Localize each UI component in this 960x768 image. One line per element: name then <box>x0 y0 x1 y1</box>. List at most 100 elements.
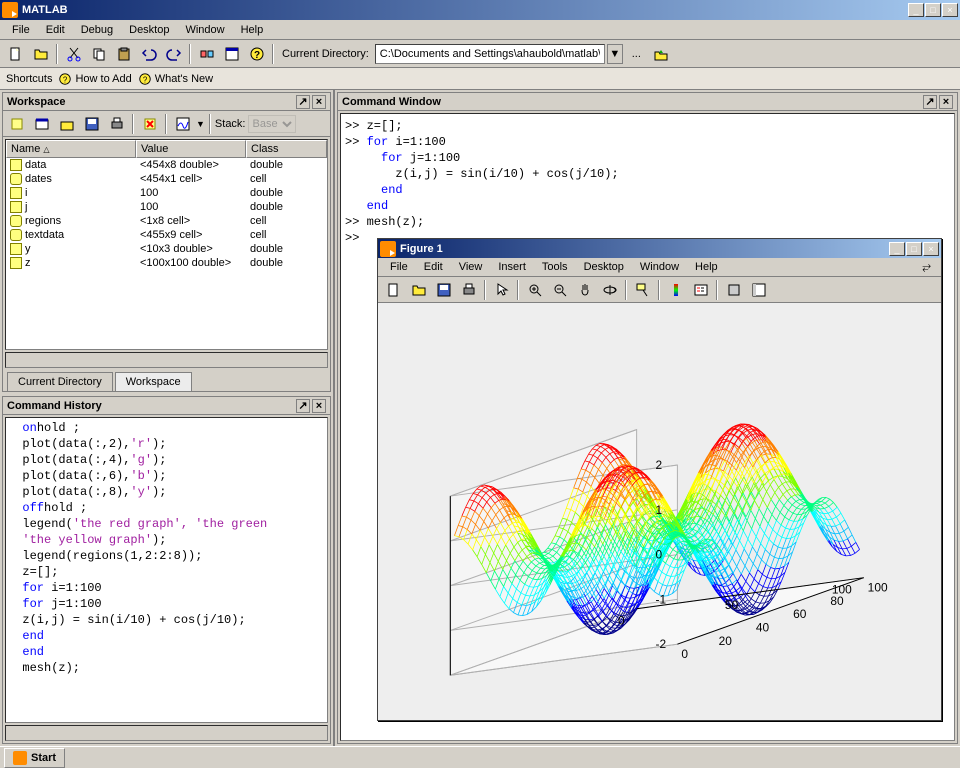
minimize-button[interactable]: _ <box>908 3 924 17</box>
var-class: cell <box>246 214 327 228</box>
paste-icon[interactable] <box>112 43 135 65</box>
fig-menu-help[interactable]: Help <box>687 259 726 275</box>
var-name: z <box>25 257 31 269</box>
undo-icon[interactable] <box>137 43 160 65</box>
menu-desktop[interactable]: Desktop <box>121 22 177 38</box>
fig-menu-insert[interactable]: Insert <box>490 259 534 275</box>
whatsnew-link[interactable]: ?What's New <box>138 72 213 86</box>
workspace-panel: Workspace ↗ × ▼ Stack: Base <box>2 92 331 392</box>
rotate3d-icon[interactable] <box>598 279 621 301</box>
save-ws-icon[interactable] <box>80 113 103 135</box>
fig-print-icon[interactable] <box>457 279 480 301</box>
cut-icon[interactable] <box>62 43 85 65</box>
var-class: cell <box>246 228 327 242</box>
legend-icon[interactable] <box>689 279 712 301</box>
menubar: File Edit Debug Desktop Window Help <box>0 20 960 40</box>
close-button[interactable]: × <box>942 3 958 17</box>
col-class[interactable]: Class <box>246 140 327 158</box>
var-value: 100 <box>136 186 246 200</box>
workspace-row[interactable]: regions<1x8 cell>cell <box>6 214 327 228</box>
fig-menu-desktop[interactable]: Desktop <box>576 259 632 275</box>
colorbar-icon[interactable] <box>664 279 687 301</box>
delete-var-icon[interactable] <box>138 113 161 135</box>
undock-icon[interactable]: ↗ <box>296 399 310 413</box>
workspace-row[interactable]: dates<454x1 cell>cell <box>6 172 327 186</box>
workspace-row[interactable]: data<454x8 double>double <box>6 158 327 172</box>
workspace-row[interactable]: j100double <box>6 200 327 214</box>
menu-edit[interactable]: Edit <box>38 22 73 38</box>
var-icon <box>10 257 22 269</box>
workspace-row[interactable]: textdata<455x9 cell>cell <box>6 228 327 242</box>
var-icon <box>10 187 22 199</box>
howto-add-link[interactable]: ?How to Add <box>58 72 131 86</box>
workspace-row[interactable]: z<100x100 double>double <box>6 256 327 270</box>
hide-tools-icon[interactable] <box>722 279 745 301</box>
fig-maximize-button[interactable]: □ <box>906 242 922 256</box>
menu-window[interactable]: Window <box>177 22 232 38</box>
fig-new-icon[interactable] <box>382 279 405 301</box>
copy-icon[interactable] <box>87 43 110 65</box>
figure-window[interactable]: Figure 1 _ □ × File Edit View Insert Too… <box>377 238 942 721</box>
col-value[interactable]: Value <box>136 140 246 158</box>
main-toolbar: ? Current Directory: ▼ ... <box>0 40 960 68</box>
col-name[interactable]: Name △ <box>6 140 136 158</box>
var-name: i <box>25 187 27 199</box>
workspace-hscroll[interactable] <box>5 352 328 368</box>
undock-icon[interactable]: ↗ <box>296 95 310 109</box>
menu-help[interactable]: Help <box>233 22 272 38</box>
history-body[interactable]: onhold ; plot(data(:,2),'r'); plot(data(… <box>5 417 328 723</box>
maximize-button[interactable]: □ <box>925 3 941 17</box>
open-folder-icon[interactable] <box>29 43 52 65</box>
var-value: <454x1 cell> <box>136 172 246 186</box>
dock-figure-icon[interactable]: ⥂ <box>916 261 937 274</box>
svg-text:?: ? <box>143 75 148 84</box>
history-hscroll[interactable] <box>5 725 328 741</box>
guide-icon[interactable] <box>220 43 243 65</box>
redo-icon[interactable] <box>162 43 185 65</box>
plot-dropdown-icon[interactable]: ▼ <box>196 119 205 129</box>
pan-icon[interactable] <box>573 279 596 301</box>
fig-menu-edit[interactable]: Edit <box>416 259 451 275</box>
dir-dropdown-icon[interactable]: ▼ <box>607 44 623 64</box>
open-var-icon[interactable] <box>30 113 53 135</box>
new-var-icon[interactable] <box>5 113 28 135</box>
up-folder-icon[interactable] <box>650 43 673 65</box>
show-tools-icon[interactable] <box>747 279 770 301</box>
datacursor-icon[interactable] <box>631 279 654 301</box>
pointer-icon[interactable] <box>490 279 513 301</box>
undock-icon[interactable]: ↗ <box>923 95 937 109</box>
start-button[interactable]: Start <box>4 748 65 768</box>
print-icon[interactable] <box>105 113 128 135</box>
figure-menubar: File Edit View Insert Tools Desktop Wind… <box>378 258 941 277</box>
fig-minimize-button[interactable]: _ <box>889 242 905 256</box>
plot-icon[interactable] <box>171 113 194 135</box>
tab-current-directory[interactable]: Current Directory <box>7 372 113 391</box>
fig-open-icon[interactable] <box>407 279 430 301</box>
panel-close-icon[interactable]: × <box>939 95 953 109</box>
workspace-table: Name △ Value Class data<454x8 double>dou… <box>5 139 328 350</box>
help-icon[interactable]: ? <box>245 43 268 65</box>
figure-plot-area[interactable]: -2-1012020406080100050100 <box>378 303 941 720</box>
current-directory-input[interactable] <box>375 44 605 64</box>
workspace-row[interactable]: i100double <box>6 186 327 200</box>
browse-dir-icon[interactable]: ... <box>625 43 648 65</box>
new-file-icon[interactable] <box>4 43 27 65</box>
fig-close-button[interactable]: × <box>923 242 939 256</box>
simulink-icon[interactable] <box>195 43 218 65</box>
fig-menu-window[interactable]: Window <box>632 259 687 275</box>
stack-select[interactable]: Base <box>248 115 296 133</box>
fig-menu-view[interactable]: View <box>451 259 491 275</box>
panel-close-icon[interactable]: × <box>312 399 326 413</box>
fig-menu-tools[interactable]: Tools <box>534 259 576 275</box>
zoom-in-icon[interactable] <box>523 279 546 301</box>
tab-workspace[interactable]: Workspace <box>115 372 192 391</box>
var-icon <box>10 201 22 213</box>
workspace-row[interactable]: y<10x3 double>double <box>6 242 327 256</box>
fig-save-icon[interactable] <box>432 279 455 301</box>
panel-close-icon[interactable]: × <box>312 95 326 109</box>
zoom-out-icon[interactable] <box>548 279 571 301</box>
menu-debug[interactable]: Debug <box>73 22 121 38</box>
import-icon[interactable] <box>55 113 78 135</box>
menu-file[interactable]: File <box>4 22 38 38</box>
fig-menu-file[interactable]: File <box>382 259 416 275</box>
